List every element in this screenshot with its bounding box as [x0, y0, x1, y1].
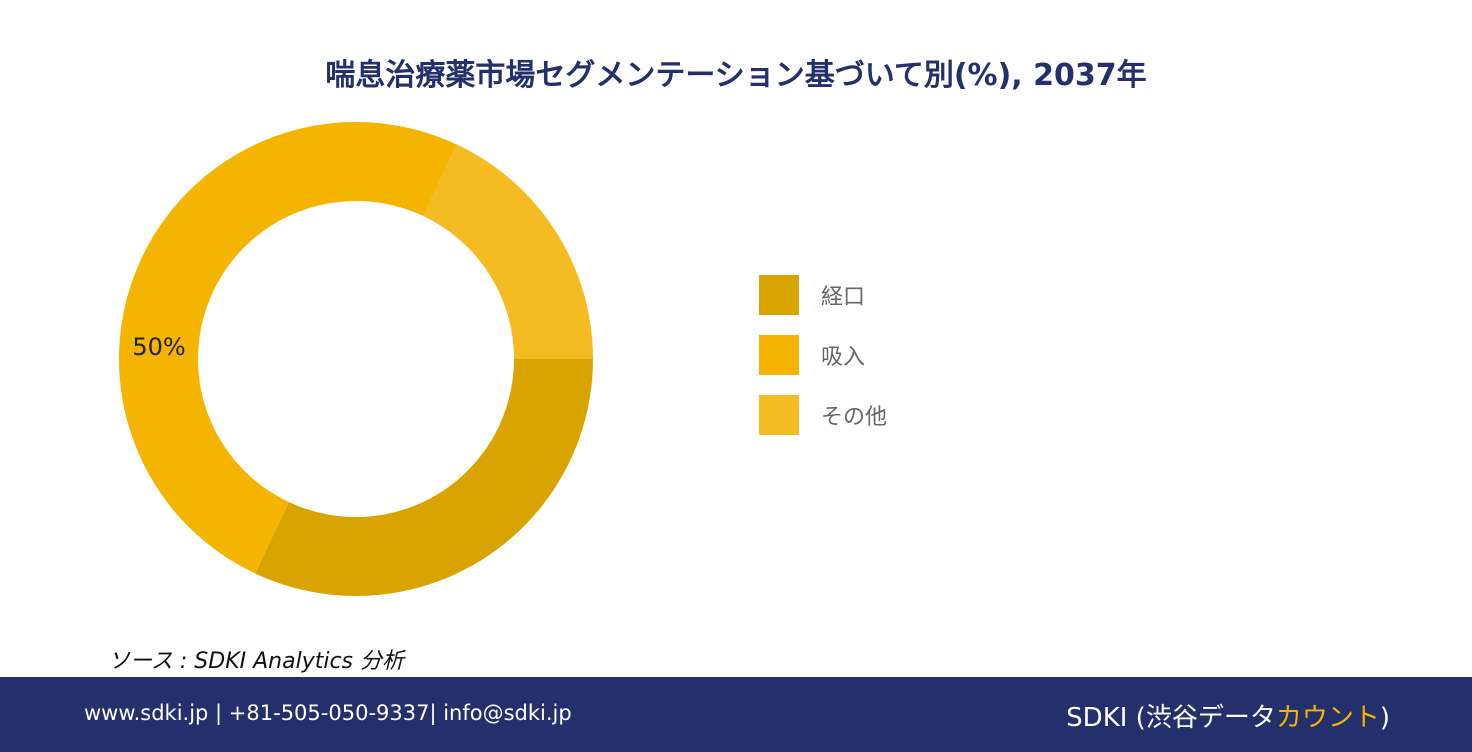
- slice-inhalation[interactable]: [118, 121, 457, 574]
- source-note: ソース : SDKI Analytics 分析: [108, 649, 405, 674]
- legend-item-other[interactable]: その他: [759, 395, 887, 435]
- slice-oral[interactable]: [255, 359, 593, 596]
- label-inhalation: 50%: [132, 333, 185, 361]
- footer-contact[interactable]: www.sdki.jp | +81-505-050-9337| info@sdk…: [84, 701, 572, 725]
- donut-labels: 50%: [132, 333, 185, 361]
- footer-bar: www.sdki.jp | +81-505-050-9337| info@sdk…: [0, 677, 1472, 752]
- legend-item-inhalation[interactable]: 吸入: [759, 335, 887, 375]
- legend-label-oral: 経口: [821, 285, 866, 310]
- footer-brand: SDKI (渋谷データカウント): [1066, 697, 1390, 734]
- slice-other[interactable]: [423, 144, 593, 359]
- donut-slices: [118, 121, 593, 596]
- legend-item-oral[interactable]: 経口: [759, 275, 887, 315]
- legend-swatch-other: [759, 395, 799, 435]
- legend-swatch-oral: [759, 275, 799, 315]
- brand-accent: カウント: [1275, 703, 1380, 733]
- brand-close: ): [1379, 703, 1390, 733]
- legend-label-other: その他: [821, 405, 888, 430]
- brand-main: SDKI (渋谷データ: [1066, 703, 1276, 733]
- legend-label-inhalation: 吸入: [821, 345, 866, 370]
- legend: 経口 吸入 その他: [759, 275, 887, 455]
- legend-swatch-inhalation: [759, 335, 799, 375]
- chart-title: 喘息治療薬市場セグメンテーション基づいて別(%), 2037年: [325, 58, 1147, 93]
